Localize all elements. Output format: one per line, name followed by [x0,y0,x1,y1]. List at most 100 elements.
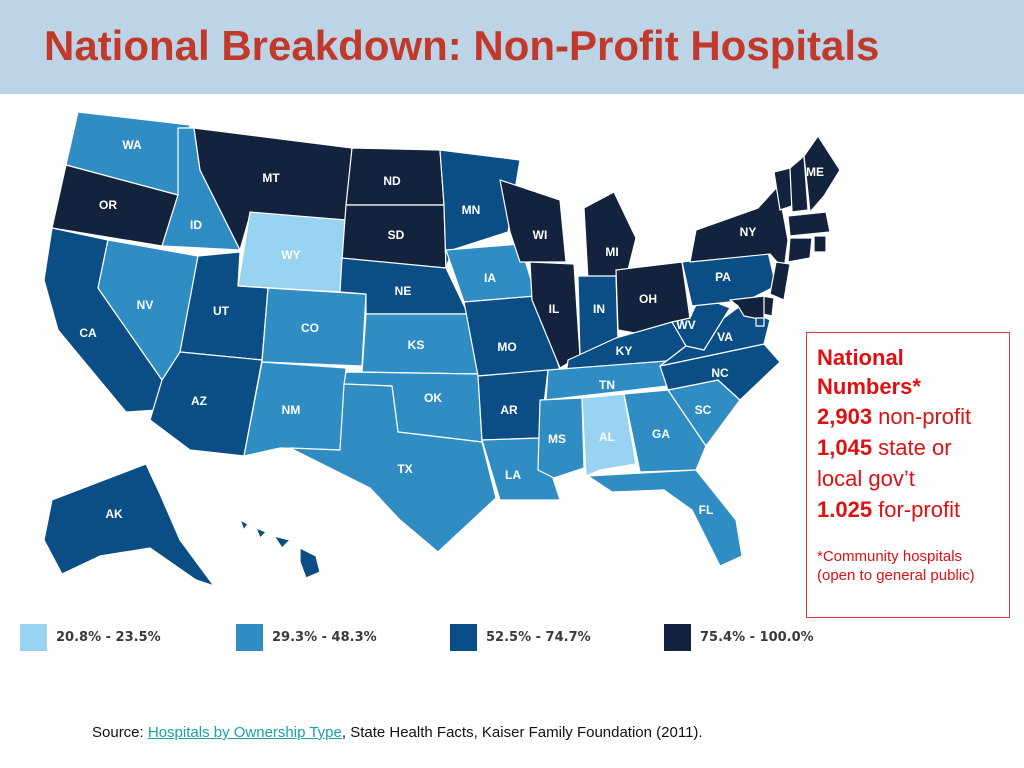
state-label-oh: OH [639,292,657,306]
state-label-nm: NM [282,403,301,417]
state-ma [787,211,831,237]
legend-item: 75.4% - 100.0% [664,622,814,652]
state-label-fl: FL [699,503,714,517]
state-label-mo: MO [497,340,516,354]
state-label-sc: SC [695,403,712,417]
callout-value: 1,045 [817,435,873,460]
callout-text: for-profit [872,497,961,522]
legend-label: 29.3% - 48.3% [272,629,377,645]
state-label-wa: WA [122,138,142,152]
state-ak [43,463,215,587]
state-label-de: DE [784,303,801,317]
map-svg: WA OR CA ID NV MT WY UT AZ CO NM ND SD N… [43,111,848,587]
callout-footnote: *Community hospitals (open to general pu… [817,548,975,584]
state-ri [813,235,827,253]
state-ga [623,389,707,473]
state-hi [239,519,321,579]
state-ny [689,185,789,271]
legend-label: 52.5% - 74.7% [486,629,591,645]
state-label-ma: MA [829,216,848,230]
callout-row-government: 1,045 state or local gov’t [817,432,999,494]
state-nj [769,261,791,301]
state-wv [671,295,731,351]
state-label-in: IN [593,302,605,316]
state-label-ct: CT [805,265,822,279]
state-ms [537,397,585,479]
state-md [729,295,765,321]
state-label-al: AL [599,430,615,444]
state-label-wy: WY [281,248,300,262]
callout-value: 2,903 [817,404,873,429]
legend-swatch [20,623,47,651]
state-label-id: ID [190,218,202,232]
state-label-mi: MI [605,245,618,259]
state-nh [789,155,809,213]
state-mi [583,191,637,281]
callout-row-nonprofit: 2,903 non-profit [817,401,999,432]
state-label-me: ME [806,165,824,179]
state-fl [587,469,743,567]
state-label-ks: KS [408,338,425,352]
state-ct [787,237,813,263]
title-banner: National Breakdown: Non-Profit Hospitals [0,0,1024,94]
legend-item: 52.5% - 74.7% [450,622,591,652]
state-label-ny: NY [740,225,757,239]
national-numbers-callout: National Numbers* 2,903 non-profit 1,045… [806,332,1010,618]
source-prefix: Source: [92,724,148,741]
state-label-az: AZ [191,394,207,408]
legend-item: 20.8% - 23.5% [20,622,161,652]
state-label-tx: TX [397,462,412,476]
callout-row-forprofit: 1.025 for-profit [817,494,999,525]
legend-swatch [450,623,477,651]
state-label-mn: MN [462,203,481,217]
callout-heading: National Numbers* [817,345,921,399]
state-label-dc: DC [781,343,799,357]
callout-text: state or local gov’t [817,435,952,491]
state-label-ri: RI [829,249,841,263]
state-label-ne: NE [395,284,412,298]
state-label-wi: WI [533,228,548,242]
state-label-md: MD [777,324,796,338]
state-label-or: OR [99,198,117,212]
state-label-ak: AK [105,507,123,521]
state-me [803,135,841,213]
state-label-vt: VT [747,168,763,182]
state-label-la: LA [505,468,521,482]
legend-label: 75.4% - 100.0% [700,629,814,645]
state-label-nd: ND [383,174,401,188]
state-al [581,393,637,477]
state-label-ca: CA [79,326,97,340]
state-label-nj: NJ [789,284,804,298]
state-va [659,305,771,367]
source-link[interactable]: Hospitals by Ownership Type [147,724,342,741]
legend-item: 29.3% - 48.3% [236,622,377,652]
legend-swatch [236,623,263,651]
state-label-ia: IA [484,271,496,285]
state-label-ut: UT [213,304,230,318]
callout-text: non-profit [872,404,972,429]
state-label-ga: GA [652,427,670,441]
state-label-ar: AR [500,403,518,417]
source-suffix: , State Health Facts, Kaiser Family Foun… [341,724,703,741]
state-label-hi: HI [274,562,286,576]
us-choropleth-map: WA OR CA ID NV MT WY UT AZ CO NM ND SD N… [0,95,1024,615]
state-label-ms: MS [548,432,566,446]
state-label-pa: PA [715,270,731,284]
state-label-tn: TN [599,378,615,392]
state-label-nv: NV [137,298,154,312]
legend-swatch [664,623,691,651]
state-label-ky: KY [616,344,633,358]
state-tx [289,383,497,553]
state-label-il: IL [549,302,560,316]
state-label-ok: OK [424,391,442,405]
state-label-mt: MT [262,171,280,185]
page-title: National Breakdown: Non-Profit Hospitals [44,22,880,69]
state-dc [755,317,765,327]
state-label-co: CO [301,321,319,335]
map-legend: 20.8% - 23.5% 29.3% - 48.3% 52.5% - 74.7… [20,622,840,652]
state-label-va: VA [717,330,733,344]
state-label-nc: NC [711,366,729,380]
source-citation: Source: Hospitals by Ownership Type, Sta… [92,724,703,741]
state-label-wv: WV [676,318,695,332]
legend-label: 20.8% - 23.5% [56,629,161,645]
